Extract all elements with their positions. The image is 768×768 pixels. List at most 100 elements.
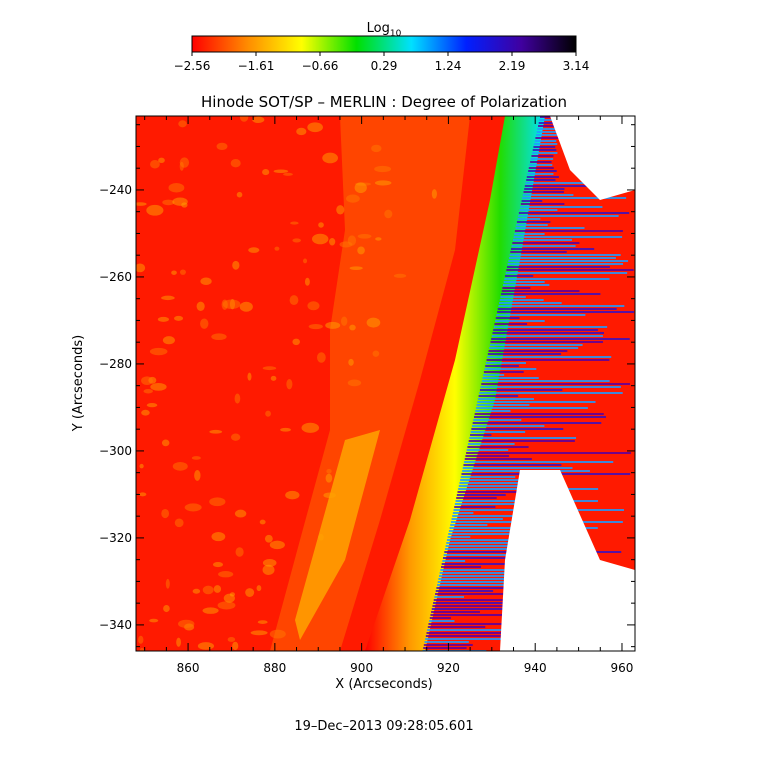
heatmap-speckle [150,160,160,169]
x-tick-label: 940 [524,661,547,675]
heatmap-streak [463,464,562,466]
heatmap-streak [540,116,560,118]
heatmap-streak [423,647,467,649]
heatmap-speckle [325,473,333,483]
heatmap-speckle [290,221,299,225]
colorbar-tick-label: −2.56 [174,59,211,73]
y-tick-label: −260 [99,270,132,284]
heatmap-streak [454,503,555,505]
heatmap-speckle [194,470,201,481]
y-tick-label: −320 [99,531,132,545]
chart-title: Hinode SOT/SP – MERLIN : Degree of Polar… [201,93,567,111]
heatmap-streak [427,626,486,628]
heatmap-streak [491,338,630,340]
heatmap-speckle [136,202,147,206]
heatmap-streak [460,479,553,481]
heatmap-speckle [230,433,241,441]
heatmap-speckle [354,182,367,194]
heatmap-streak [468,443,515,445]
heatmap-streak [497,308,617,310]
heatmap-speckle [311,233,329,245]
heatmap-streak [466,449,509,451]
heatmap-streak [474,413,604,415]
heatmap-streak [477,401,596,403]
heatmap-streak [496,314,586,316]
heatmap-streak [481,383,630,385]
heatmap-speckle [349,266,363,270]
heatmap-speckles [136,116,437,651]
heatmap-streak [487,353,562,355]
heatmap-streak [497,311,635,313]
heatmap-streak [525,182,607,184]
heatmap-streak [432,605,540,607]
heatmap-speckle [270,375,277,381]
heatmap-speckle [149,618,159,623]
heatmap-streak [427,629,545,631]
heatmap-streak [486,359,610,361]
heatmap-streak [481,380,610,382]
heatmap-streak [462,467,573,469]
heatmap-streak [431,611,480,613]
heatmap-speckle [146,204,164,216]
heatmap-speckle [174,518,184,528]
heatmap-streak [527,173,554,175]
heatmap-speckle [161,508,170,519]
heatmap-speckle [174,315,184,321]
heatmap-speckle [165,578,170,589]
heatmap-speckle [161,295,175,301]
heatmap-speckle [161,439,170,447]
heatmap-streak [460,476,516,478]
heatmap-streak [429,617,451,619]
heatmap-speckle [384,209,393,219]
heatmap-streak [493,329,598,331]
heatmap-streak [503,284,550,286]
heatmap-speckle [143,388,153,394]
heatmap-streak [510,251,567,253]
heatmap-streak [521,200,543,202]
heatmap-speckle [262,564,275,576]
heatmap-speckle [139,463,144,469]
heatmap-speckle [245,588,255,597]
heatmap-plage-region [270,116,470,651]
heatmap-streak [475,407,588,409]
heatmap-speckle [304,277,310,286]
heatmap-speckle [374,180,392,186]
heatmap-streak [443,554,525,556]
heatmap-streak [472,425,545,427]
heatmap-speckle [372,350,380,357]
heatmap-streak [495,317,520,319]
heatmap-speckle [222,299,241,309]
heatmap-streak [501,293,601,295]
heatmap-speckle [234,509,247,518]
heatmap-streak [507,263,624,265]
heatmap-speckle [235,547,244,557]
heatmap-speckle [317,352,326,363]
heatmap-streak [457,491,559,493]
heatmap-no-data-bottom [500,470,635,651]
x-axis: 860 880 900 920 940 960 [144,116,633,675]
heatmap-speckle [227,637,236,642]
heatmap-speckle [217,601,236,610]
heatmap-streak [499,299,544,301]
heatmap-speckle [274,246,280,251]
heatmap-streak [434,596,465,598]
heatmap-speckle [230,159,241,168]
heatmap-streak [506,269,634,271]
heatmap-streak [464,461,614,463]
y-axis: −240 −260 −280 −300 −320 −340 [99,124,635,648]
heatmap-streak [477,398,534,400]
heatmap-streak [475,410,511,412]
heatmap-streak [526,176,559,178]
heatmap-speckle [269,540,285,550]
heatmap-streak [450,524,488,526]
heatmap-streak [478,395,519,397]
heatmap-speckle [375,237,382,241]
heatmap-streak [508,257,616,259]
heatmap-streak [428,623,527,625]
heatmap-speckle [141,409,150,416]
heatmap-streak [537,128,558,130]
heatmap-speckle [248,247,260,253]
heatmap-speckle [202,607,219,614]
plot-area [136,116,635,651]
